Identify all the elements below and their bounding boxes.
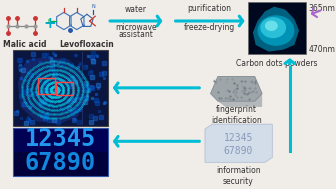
Text: purification: purification: [187, 4, 232, 13]
Bar: [13, 128, 108, 152]
Text: assistant: assistant: [118, 30, 153, 39]
Text: information
security: information security: [216, 166, 260, 186]
Text: 12345: 12345: [25, 127, 96, 151]
Bar: [13, 50, 108, 126]
Text: 365nm: 365nm: [308, 4, 335, 13]
Text: Malic acid: Malic acid: [3, 40, 47, 49]
Text: 67890: 67890: [223, 146, 253, 156]
Polygon shape: [18, 57, 87, 124]
Text: freeze-drying: freeze-drying: [184, 23, 235, 32]
Text: +: +: [44, 16, 56, 31]
Text: microwave: microwave: [115, 23, 157, 32]
Ellipse shape: [257, 15, 294, 46]
Text: Levofloxacin: Levofloxacin: [59, 40, 114, 49]
Ellipse shape: [260, 17, 286, 38]
Polygon shape: [205, 124, 272, 162]
Polygon shape: [253, 7, 299, 52]
Text: N: N: [91, 4, 95, 9]
Text: 470nm: 470nm: [308, 45, 335, 54]
Text: 67890: 67890: [25, 151, 96, 175]
Bar: [38, 78, 55, 94]
Bar: [13, 152, 108, 176]
Text: fingerprint
identification: fingerprint identification: [211, 105, 262, 125]
Text: Carbon dots powders: Carbon dots powders: [236, 59, 318, 68]
Polygon shape: [218, 94, 262, 107]
Bar: [248, 2, 306, 54]
Polygon shape: [210, 76, 262, 101]
Text: water: water: [125, 5, 147, 14]
Ellipse shape: [265, 21, 278, 31]
Bar: [13, 128, 108, 176]
Text: 12345: 12345: [223, 133, 253, 143]
Text: F: F: [48, 19, 51, 23]
Bar: [56, 82, 73, 95]
